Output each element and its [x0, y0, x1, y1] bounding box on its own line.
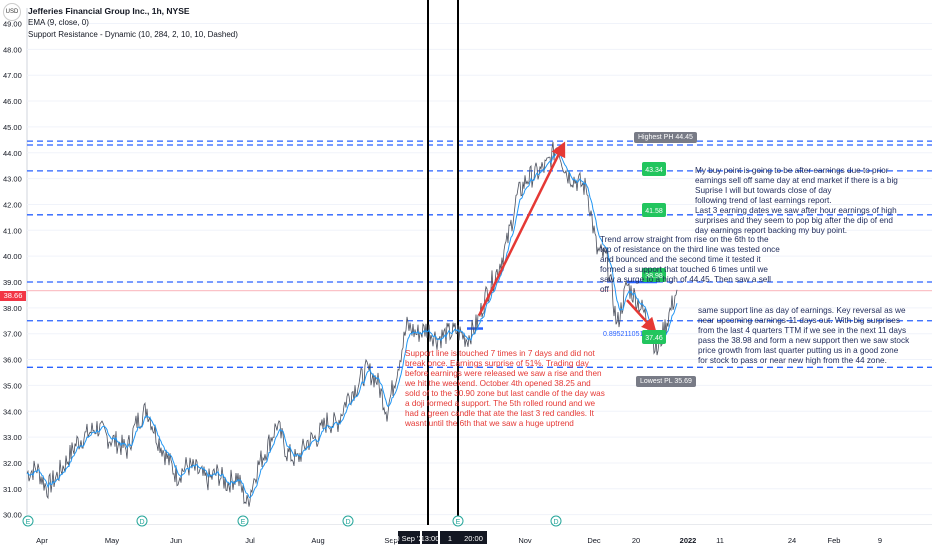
support-resistance-lines	[27, 140, 932, 368]
event-marker-letter: E	[26, 519, 31, 526]
y-tick-label: 39.00	[3, 278, 22, 287]
y-axis: 49.00 48.00 47.00 46.00 45.00 44.00 43.00 42.00…	[3, 20, 22, 520]
green-level-text: 43.34	[645, 167, 663, 174]
x-tick-label: 20	[632, 536, 640, 545]
y-tick-label: 46.00	[3, 97, 22, 106]
event-marker-letter: D	[345, 519, 350, 526]
x-tick-label: Feb	[828, 536, 841, 545]
currency-badge: USD	[3, 3, 21, 21]
y-tick-label: 37.00	[3, 330, 22, 339]
crosshair-label: 20 Sep '21	[391, 534, 427, 543]
y-tick-label: 38.00	[3, 304, 22, 313]
y-tick-label: 34.00	[3, 407, 22, 416]
x-tick-label: Dec	[587, 536, 601, 545]
x-tick-label: 24	[788, 536, 796, 545]
x-tick-label: Nov	[518, 536, 532, 545]
y-tick-label: 42.00	[3, 200, 22, 209]
annotation-support-note[interactable]: Support line is touched 7 times in 7 day…	[405, 349, 605, 428]
event-marker-letter: D	[139, 519, 144, 526]
sr-indicator-label[interactable]: Support Resistance - Dynamic (10, 284, 2…	[28, 30, 238, 39]
green-level-text: 38.98	[645, 273, 663, 280]
x-tick-label: 11	[716, 536, 724, 545]
crosshair-label: 20:00	[464, 534, 483, 543]
y-tick-label: 48.00	[3, 45, 22, 54]
y-tick-label: 41.00	[3, 226, 22, 235]
price-line	[26, 141, 678, 507]
x-tick-label: Jun	[170, 536, 182, 545]
event-marker-circle	[136, 515, 148, 527]
event-marker-circle	[452, 515, 464, 527]
annotation-buy-note[interactable]: My buy point is going to be after earnin…	[695, 166, 898, 235]
x-axis: AprMayJunJulAugSepOctNovDec2020221124Feb…	[27, 525, 932, 550]
y-tick-label: 32.00	[3, 459, 22, 468]
y-tick-label: 40.00	[3, 252, 22, 261]
y-tick-label: 43.00	[3, 175, 22, 184]
fib-label: 0.895211051	[603, 331, 644, 338]
green-level-text: 37.46	[645, 335, 663, 342]
chart-grid	[26, 8, 932, 526]
y-tick-label: 35.00	[3, 381, 22, 390]
event-marker-circle	[22, 515, 34, 527]
green-labels: 43.34 41.58 38.98 37.46	[642, 162, 666, 344]
annotation-earnings-note[interactable]: same support line as day of earnings. Ke…	[698, 306, 910, 365]
crosshair-label-bg	[422, 531, 438, 544]
y-tick-label: 31.00	[3, 485, 22, 494]
annotation-trend-note[interactable]: Trend arrow straight from rise on the 6t…	[600, 235, 780, 294]
ema-line	[26, 152, 678, 499]
trend-arrows	[477, 141, 657, 333]
crosshair-label-bg	[440, 531, 460, 544]
x-tick-label: Jul	[245, 536, 255, 545]
y-tick-label: 30.00	[3, 511, 22, 520]
trend-arrow	[626, 299, 657, 333]
crosshair-label-bg	[460, 531, 487, 544]
y-tick-label: 33.00	[3, 433, 22, 442]
green-level-badge	[642, 203, 666, 217]
highest-ph-badge: Highest PH 44.45	[634, 132, 697, 143]
x-tick-label: Sep	[384, 536, 397, 545]
crosshair-label-bg	[398, 531, 420, 544]
event-marker-circle	[342, 515, 354, 527]
green-level-badge	[642, 162, 666, 176]
current-price-label: 38.66	[0, 291, 26, 301]
x-tick-label: Apr	[36, 536, 48, 545]
crosshair-label: 1	[448, 534, 452, 543]
event-marker-letter: E	[456, 519, 461, 526]
price-series	[26, 141, 678, 507]
y-tick-label: 36.00	[3, 356, 22, 365]
y-tick-label: 44.00	[3, 149, 22, 158]
green-level-text: 41.58	[645, 208, 663, 215]
y-tick-label: 49.00	[3, 20, 22, 29]
event-marker-circle	[237, 515, 249, 527]
vertical-lines	[427, 0, 459, 550]
event-marker-circle	[550, 515, 562, 527]
x-tick-label: May	[105, 536, 119, 545]
lowest-pl-badge: Lowest PL 35.69	[636, 376, 696, 387]
event-marker-letter: E	[241, 519, 246, 526]
green-level-badge	[642, 330, 666, 344]
ema-indicator-label[interactable]: EMA (9, close, 0)	[28, 18, 89, 27]
x-tick-label: 2022	[680, 536, 697, 545]
y-tick-label: 45.00	[3, 123, 22, 132]
green-level-badge	[642, 268, 666, 282]
crosshair-label: 13:00	[421, 534, 440, 543]
chart-title: Jefferies Financial Group Inc., 1h, NYSE	[28, 6, 190, 16]
trend-arrow	[477, 141, 566, 317]
event-marker-letter: D	[553, 519, 558, 526]
x-tick-label: 9	[878, 536, 882, 545]
x-tick-label: Aug	[311, 536, 324, 545]
y-tick-label: 47.00	[3, 71, 22, 80]
